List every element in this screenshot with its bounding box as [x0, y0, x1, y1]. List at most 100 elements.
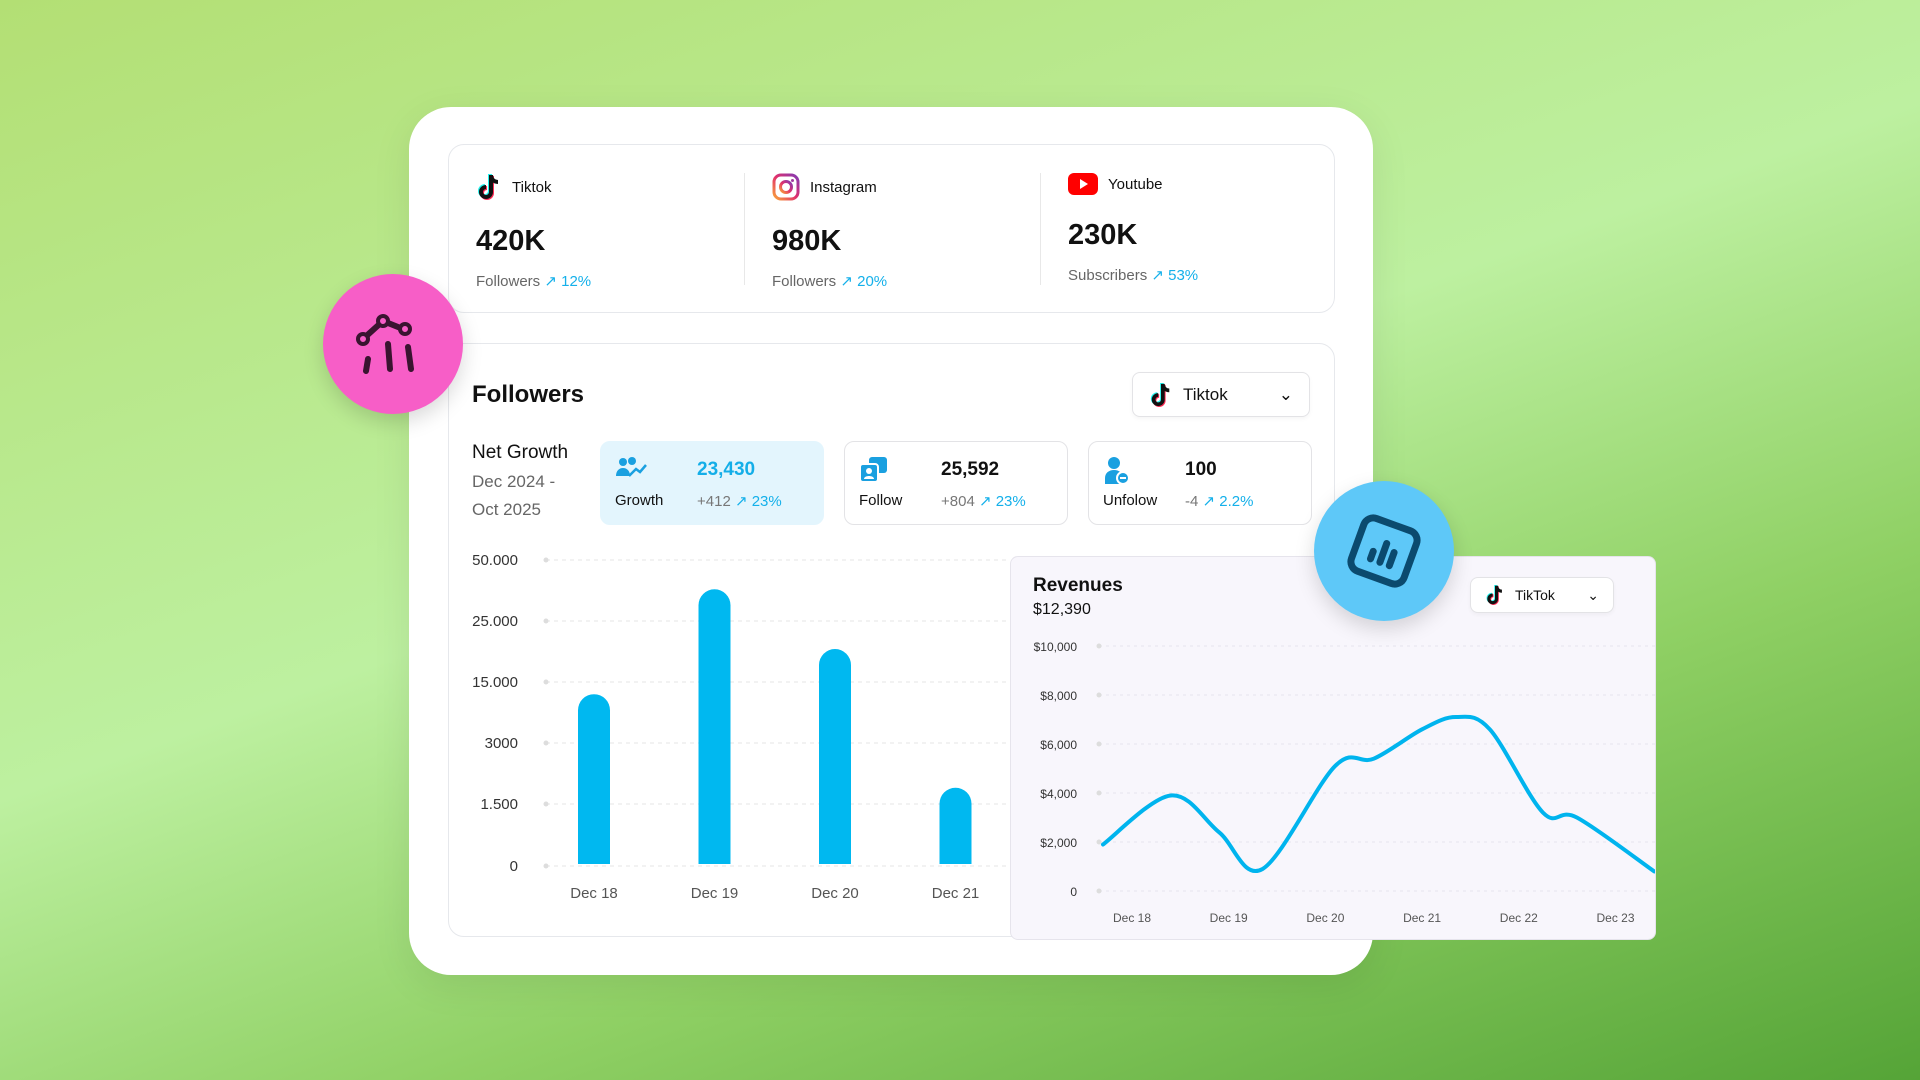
platform-stats-card: Tiktok 420K Followers ↗ 12% Instagram 98…: [448, 144, 1335, 313]
youtube-icon: [1068, 173, 1098, 195]
stat-tiktok[interactable]: Tiktok 420K Followers ↗ 12%: [476, 173, 736, 290]
line-chart-icon: [356, 314, 414, 374]
stat-value: 230K: [1068, 219, 1138, 251]
y-tick-label: 50.000: [472, 552, 518, 569]
grid-dot: [1096, 888, 1102, 894]
x-tick-label: Dec 22: [1500, 911, 1538, 925]
metric-follow[interactable]: Follow 25,592 +804 ↗ 23%: [844, 441, 1068, 525]
tiktok-icon: [1150, 382, 1170, 407]
stat-value: 420K: [476, 225, 546, 257]
x-tick-label: Dec 18: [570, 885, 618, 902]
metric-unfollow[interactable]: Unfolow 100 -4 ↗ 2.2%: [1088, 441, 1312, 525]
trend-up-icon: ↗: [840, 273, 853, 290]
metric-delta: +412: [697, 493, 731, 510]
stat-label: Followers: [476, 273, 541, 290]
metric-value: 25,592: [941, 459, 1000, 480]
net-growth-label: Net Growth: [472, 442, 569, 463]
metric-value: 23,430: [697, 459, 756, 480]
bar: [578, 694, 610, 864]
metric-value: 100: [1185, 459, 1217, 480]
trend-up-icon: ↗: [544, 273, 557, 290]
platform-name: Instagram: [810, 178, 877, 196]
instagram-icon: [772, 173, 800, 201]
dropdown-value: Tiktok: [1183, 384, 1228, 404]
x-tick-label: Dec 20: [811, 885, 859, 902]
bar: [698, 589, 731, 864]
grid-dot: [1096, 692, 1102, 698]
y-tick-label: 25.000: [472, 613, 518, 630]
report-badge: [1314, 481, 1454, 621]
y-tick-label: $4,000: [1040, 787, 1077, 801]
platform-name: Youtube: [1108, 175, 1163, 193]
revenues-line-chart: 0 $2,000 $4,000 $6,000 $8,000 $10,000 Dec 18 De…: [1034, 640, 1655, 925]
y-tick-label: $8,000: [1040, 689, 1077, 703]
growth-users-icon: [616, 457, 647, 477]
y-tick-label: 3000: [485, 735, 518, 752]
revenues-total: $12,390: [1033, 601, 1091, 618]
grid-dot: [543, 557, 549, 563]
x-tick-label: Dec 18: [1113, 911, 1151, 925]
revenue-line: [1100, 714, 1655, 874]
divider: [744, 173, 745, 285]
stat-change: 12%: [561, 273, 592, 290]
divider: [1040, 173, 1041, 285]
grid-dot: [543, 618, 549, 624]
metric-delta: -4: [1185, 493, 1199, 510]
grid-dot: [1096, 643, 1102, 649]
grid-dot: [543, 801, 549, 807]
grid-dot: [543, 679, 549, 685]
stat-instagram[interactable]: Instagram 980K Followers ↗ 20%: [772, 173, 1032, 290]
stat-value: 980K: [772, 225, 842, 257]
analytics-badge: [323, 274, 463, 414]
metric-label: Unfolow: [1103, 492, 1158, 509]
trend-up-icon: ↗: [734, 493, 748, 510]
y-tick-label: 0: [1070, 885, 1077, 899]
bar: [819, 649, 851, 864]
y-tick-label: $10,000: [1034, 640, 1078, 654]
revenues-title: Revenues: [1033, 575, 1123, 596]
followers-title: Followers: [472, 381, 585, 408]
trend-up-icon: ↗: [978, 493, 992, 510]
stat-change: 53%: [1168, 267, 1199, 284]
tiktok-icon: [478, 174, 499, 200]
bar: [939, 787, 972, 864]
stat-youtube[interactable]: Youtube 230K Subscribers ↗ 53%: [1068, 173, 1328, 284]
dropdown-value: TikTok: [1515, 587, 1555, 603]
follow-chat-icon: [859, 457, 887, 483]
unfollow-user-icon: [1105, 457, 1130, 485]
y-tick-label: 15.000: [472, 674, 518, 691]
chevron-down-icon: ⌄: [1587, 586, 1599, 603]
x-tick-label: Dec 19: [691, 885, 739, 902]
metric-change: 23%: [995, 493, 1026, 510]
net-growth-info: Net Growth Dec 2024 - Oct 2025: [472, 442, 568, 520]
date-range-start: Dec 2024 -: [472, 472, 556, 491]
platform-dropdown[interactable]: Tiktok ⌄: [1132, 372, 1310, 417]
x-tick-label: Dec 19: [1210, 911, 1248, 925]
tiktok-icon: [1486, 585, 1503, 605]
y-tick-label: 0: [510, 858, 518, 875]
revenue-platform-dropdown[interactable]: TikTok ⌄: [1470, 577, 1614, 613]
y-tick-label: $2,000: [1040, 836, 1077, 850]
grid-dot: [1096, 839, 1102, 845]
metric-delta: +804: [941, 493, 975, 510]
chevron-down-icon: ⌄: [1278, 384, 1293, 404]
x-tick-label: Dec 20: [1306, 911, 1344, 925]
stat-change: 20%: [857, 273, 888, 290]
revenues-card: Revenues $12,390 TikTok ⌄ 0 $2,000 $4,000 $…: [1010, 556, 1656, 940]
metric-label: Growth: [615, 492, 664, 509]
x-tick-label: Dec 23: [1596, 911, 1634, 925]
x-tick-label: Dec 21: [1403, 911, 1441, 925]
platform-name: Tiktok: [512, 178, 552, 196]
grid-dot: [1096, 741, 1102, 747]
metric-growth[interactable]: Growth 23,430 +412 ↗ 23%: [600, 441, 824, 525]
trend-up-icon: ↗: [1202, 493, 1216, 510]
bar-chart-report-icon: [1347, 514, 1421, 588]
grid-dot: [543, 740, 549, 746]
metric-change: 2.2%: [1219, 493, 1254, 510]
metric-label: Follow: [859, 492, 903, 509]
x-tick-label: Dec 21: [932, 885, 980, 902]
date-range-end: Oct 2025: [472, 500, 541, 519]
grid-dot: [543, 863, 549, 869]
stat-label: Subscribers: [1068, 267, 1148, 284]
